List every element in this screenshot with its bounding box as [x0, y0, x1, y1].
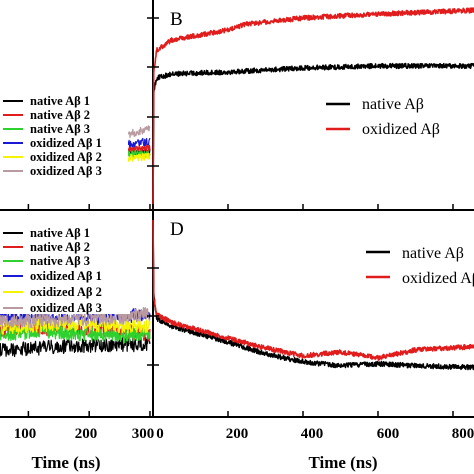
legend-b-label-1: native Aβ: [362, 96, 424, 113]
x-tick-labels-c: 100 200 300: [14, 426, 155, 442]
series-line-d-1: [152, 219, 474, 371]
data-traces: [0, 7, 474, 371]
legend-c-label-6: oxidized Aβ 3: [30, 301, 102, 315]
panel-letter-b: B: [170, 9, 183, 30]
x-tick-label-c-300: 300: [132, 426, 155, 442]
x-tick-label-d-400: 400: [301, 426, 324, 442]
series-line-b-1: [152, 62, 474, 211]
legend-a-label-1: native Aβ 1: [30, 94, 90, 108]
legend-a-label-6: oxidized Aβ 3: [30, 164, 102, 178]
legend-c-label-3: native Aβ 3: [30, 254, 90, 268]
legend-b-label-2: oxidized Aβ: [362, 121, 440, 138]
series-line-b-2: [152, 7, 474, 211]
x-tick-label-d-0: 0: [156, 426, 164, 442]
legend-c-label-5: oxidized Aβ 2: [30, 285, 102, 299]
panel-b-frame: [152, 0, 474, 211]
legend-panel-a: native Aβ 1 native Aβ 2 native Aβ 3 oxid…: [0, 92, 128, 182]
x-tick-label-d-600: 600: [377, 426, 400, 442]
legend-c-label-1: native Aβ 1: [30, 226, 90, 240]
x-axis-title-c: Time (ns): [31, 453, 100, 472]
legend-d-label-2: oxidized Aβ: [402, 270, 474, 287]
axis-ticks: [27, 17, 454, 417]
panel-d-frame: [152, 209, 474, 418]
legend-panel-c: native Aβ 1 native Aβ 2 native Aβ 3 oxid…: [0, 222, 130, 315]
legend-a-label-3: native Aβ 3: [30, 122, 90, 136]
x-axis-title-d: Time (ns): [308, 453, 377, 472]
legend-c-background: [0, 222, 130, 314]
legend-c-label-4: oxidized Aβ 1: [30, 269, 102, 283]
x-tick-label-d-200: 200: [226, 426, 249, 442]
legend-c-label-2: native Aβ 2: [30, 240, 90, 254]
panel-letter-d: D: [170, 219, 184, 240]
legend-a-label-5: oxidized Aβ 2: [30, 150, 102, 164]
x-tick-label-d-800: 800: [452, 426, 474, 442]
x-tick-label-c-200: 200: [75, 426, 98, 442]
legend-panel-d: native Aβ oxidized Aβ: [366, 245, 474, 287]
x-tick-labels-d: 0 200 400 600 800: [156, 426, 474, 442]
x-tick-label-c-100: 100: [14, 426, 37, 442]
legend-a-background: [0, 92, 128, 182]
legend-a-label-2: native Aβ 2: [30, 108, 90, 122]
legend-panel-b: native Aβ oxidized Aβ: [326, 96, 440, 138]
legend-a-label-4: oxidized Aβ 1: [30, 136, 102, 150]
legend-d-label-1: native Aβ: [402, 245, 464, 262]
series-line-d-2: [152, 219, 474, 361]
